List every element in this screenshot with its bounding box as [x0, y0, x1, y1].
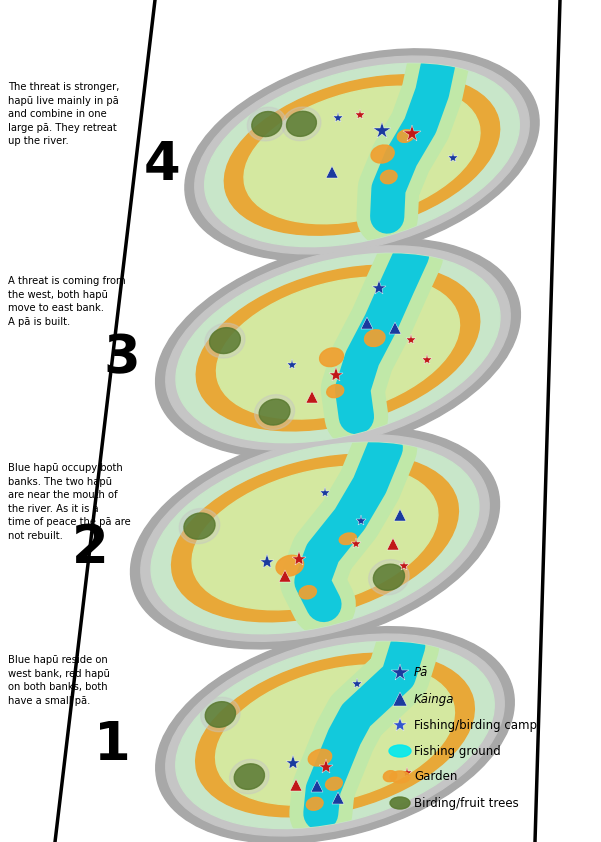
Ellipse shape — [326, 777, 343, 790]
Ellipse shape — [397, 130, 414, 142]
Ellipse shape — [166, 634, 504, 836]
Text: 4: 4 — [144, 139, 180, 191]
Text: Blue hapū reside on
west bank, red hapū
on both banks, both
have a small pā.: Blue hapū reside on west bank, red hapū … — [8, 655, 110, 706]
Text: Pā: Pā — [414, 667, 429, 679]
Ellipse shape — [156, 238, 520, 458]
Ellipse shape — [230, 759, 269, 794]
Ellipse shape — [184, 513, 215, 539]
Ellipse shape — [176, 253, 500, 443]
Ellipse shape — [210, 328, 240, 354]
Text: A threat is coming from
the west, both hapū
move to east bank.
A pā is built.: A threat is coming from the west, both h… — [8, 276, 126, 327]
Ellipse shape — [308, 749, 332, 766]
Ellipse shape — [201, 697, 240, 732]
Text: The threat is stronger,
hapū live mainly in pā
and combine in one
large pā. They: The threat is stronger, hapū live mainly… — [8, 82, 120, 147]
Ellipse shape — [172, 454, 459, 621]
Text: Fishing ground: Fishing ground — [414, 744, 501, 758]
Ellipse shape — [175, 642, 494, 829]
Ellipse shape — [276, 555, 304, 576]
Ellipse shape — [196, 653, 474, 817]
Ellipse shape — [197, 265, 480, 431]
Text: Kāinga: Kāinga — [414, 692, 454, 706]
Ellipse shape — [390, 797, 410, 809]
Ellipse shape — [282, 107, 321, 141]
Ellipse shape — [368, 560, 409, 594]
Ellipse shape — [383, 770, 397, 781]
Text: Birding/fruit trees: Birding/fruit trees — [414, 797, 519, 809]
Ellipse shape — [185, 49, 539, 261]
Text: Blue hapū occupy both
banks. The two hapū
are near the mouth of
the river. As it: Blue hapū occupy both banks. The two hap… — [8, 463, 131, 541]
Ellipse shape — [365, 330, 385, 347]
Ellipse shape — [327, 385, 344, 397]
Ellipse shape — [234, 764, 264, 790]
Ellipse shape — [205, 323, 245, 358]
Ellipse shape — [371, 145, 394, 163]
Text: 2: 2 — [72, 522, 108, 574]
Ellipse shape — [216, 665, 454, 805]
Ellipse shape — [299, 586, 316, 599]
Text: Fishing/birding camp: Fishing/birding camp — [414, 718, 537, 732]
Ellipse shape — [141, 434, 489, 642]
Ellipse shape — [247, 107, 286, 141]
Ellipse shape — [192, 466, 438, 610]
Ellipse shape — [244, 86, 480, 224]
Ellipse shape — [216, 277, 460, 419]
Text: 1: 1 — [94, 719, 130, 771]
Ellipse shape — [380, 170, 397, 184]
Ellipse shape — [320, 348, 343, 366]
Ellipse shape — [156, 626, 514, 842]
Ellipse shape — [339, 533, 356, 545]
Text: Garden: Garden — [414, 770, 457, 784]
Ellipse shape — [205, 63, 519, 247]
Ellipse shape — [195, 56, 529, 254]
Ellipse shape — [151, 442, 479, 634]
Ellipse shape — [259, 399, 290, 425]
Ellipse shape — [179, 509, 220, 544]
Ellipse shape — [389, 745, 411, 757]
Ellipse shape — [130, 427, 499, 649]
Ellipse shape — [373, 564, 404, 590]
Ellipse shape — [252, 111, 282, 136]
Ellipse shape — [166, 246, 510, 450]
Text: 3: 3 — [103, 332, 141, 384]
Ellipse shape — [206, 701, 236, 727]
Ellipse shape — [224, 75, 499, 235]
Ellipse shape — [307, 797, 323, 810]
Ellipse shape — [255, 395, 294, 429]
Ellipse shape — [287, 111, 316, 136]
Ellipse shape — [390, 771, 410, 783]
